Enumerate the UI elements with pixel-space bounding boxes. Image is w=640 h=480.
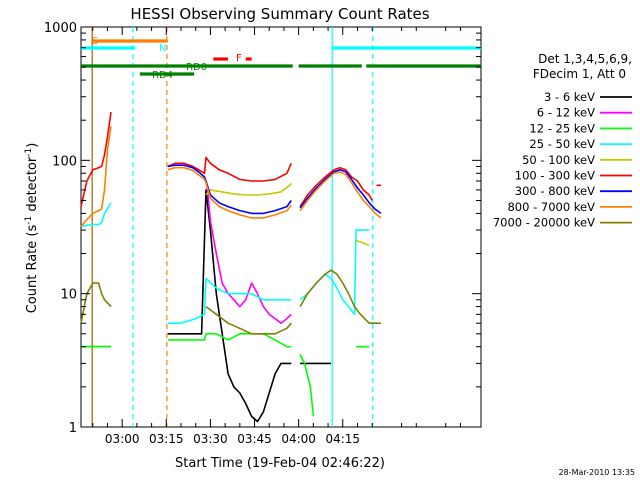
legend-entry-4: 50 - 100 keV <box>522 153 595 167</box>
legend-entry-0: 3 - 6 keV <box>544 90 595 104</box>
series-line-4 <box>205 182 370 247</box>
series-line-2 <box>81 333 370 417</box>
axes: 03:00 03:15 03:30 03:45 04:00 04:15 1 10 100 1000 <box>44 21 481 446</box>
legend-entry-6: 300 - 800 keV <box>515 184 595 198</box>
y-label-sup1: -1 <box>24 216 34 225</box>
mode-change-lines <box>91 27 374 427</box>
legend: Det 1,3,4,5,6,9, FDecim 1, Att 0 3 - 6 k… <box>493 52 632 230</box>
legend-entry-7: 800 - 7000 keV <box>507 200 595 214</box>
y-tick-label-1: 10 <box>60 288 77 303</box>
state-bars: S N F RD0 RD4 <box>81 36 481 81</box>
series-line-6 <box>167 164 382 215</box>
y-label-end: ) <box>25 143 40 148</box>
state-label-rd4: RD4 <box>152 70 173 81</box>
y-label-main: Count Rate (s <box>25 225 40 314</box>
legend-header-decimation: FDecim 1, Att 0 <box>533 67 626 81</box>
legend-entry-1: 6 - 12 keV <box>537 106 595 120</box>
x-tick-label-5: 04:15 <box>325 432 360 446</box>
x-tick-label-1: 03:15 <box>149 432 184 446</box>
series-line-1 <box>205 180 292 324</box>
legend-entry-3: 25 - 50 keV <box>529 137 595 151</box>
legend-entry-5: 100 - 300 keV <box>515 169 595 183</box>
legend-entry-2: 12 - 25 keV <box>529 121 595 135</box>
x-axis-label: Start Time (19-Feb-04 02:46:22) <box>175 456 385 471</box>
y-tick-label-2: 100 <box>52 154 77 169</box>
plot-border <box>80 26 482 428</box>
x-tick-label-0: 03:00 <box>105 432 140 446</box>
state-label-f: F <box>236 53 242 64</box>
y-tick-label-0: 1 <box>69 421 77 436</box>
render-timestamp: 28-Mar-2010 13:35 <box>559 468 636 477</box>
state-label-rd0: RD0 <box>186 62 207 73</box>
y-axis-label: Count Rate (s-1 detector-1) <box>24 143 40 314</box>
x-tick-label-4: 04:00 <box>281 432 316 446</box>
plot-frame <box>80 26 482 428</box>
series-line-5 <box>80 111 381 208</box>
series-lines <box>80 111 382 423</box>
legend-entry-8: 7000 - 20000 keV <box>493 216 595 230</box>
chart-title: HESSI Observing Summary Count Rates <box>130 5 429 23</box>
y-label-sup2: -1 <box>24 148 34 157</box>
legend-header-detectors: Det 1,3,4,5,6,9, <box>538 52 632 66</box>
x-tick-label-3: 03:45 <box>237 432 272 446</box>
y-label-mid: detector <box>25 156 40 216</box>
state-label-s: S <box>92 36 98 47</box>
y-tick-label-3: 1000 <box>44 21 77 36</box>
state-label-n: N <box>159 43 166 54</box>
series-line-7 <box>80 126 382 227</box>
x-tick-label-2: 03:30 <box>193 432 228 446</box>
